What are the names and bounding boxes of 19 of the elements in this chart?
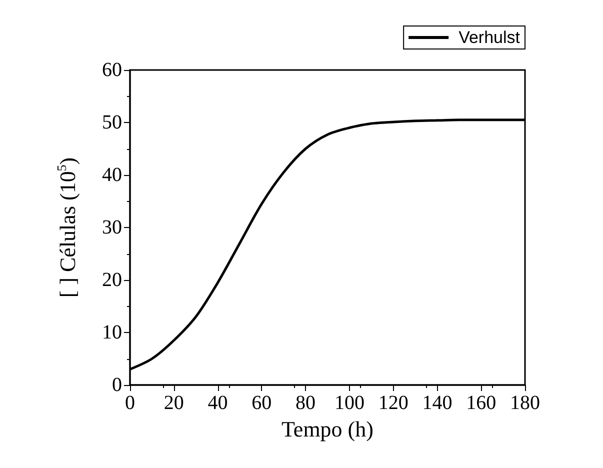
x-axis-title: Tempo (h) — [282, 416, 374, 442]
legend-label: Verhulst — [458, 28, 520, 47]
x-tick-label: 80 — [296, 392, 316, 414]
y-tick-label: 60 — [102, 59, 122, 81]
x-tick-label: 100 — [334, 392, 364, 414]
x-tick-label: 160 — [466, 392, 496, 414]
y-tick-label: 10 — [102, 322, 122, 344]
x-tick-label: 180 — [510, 392, 540, 414]
y-tick-label: 50 — [102, 112, 122, 134]
y-tick-label: 30 — [102, 216, 122, 238]
x-tick-label: 20 — [164, 392, 184, 414]
x-tick-label: 140 — [422, 392, 452, 414]
y-tick-label: 0 — [112, 374, 122, 396]
y-axis-title: [ ] Células (105) — [54, 157, 80, 298]
y-tick-label: 20 — [102, 269, 122, 291]
x-tick-label: 60 — [252, 392, 272, 414]
x-tick-label: 120 — [378, 392, 408, 414]
x-tick-label: 40 — [208, 392, 228, 414]
y-tick-label: 40 — [102, 164, 122, 186]
